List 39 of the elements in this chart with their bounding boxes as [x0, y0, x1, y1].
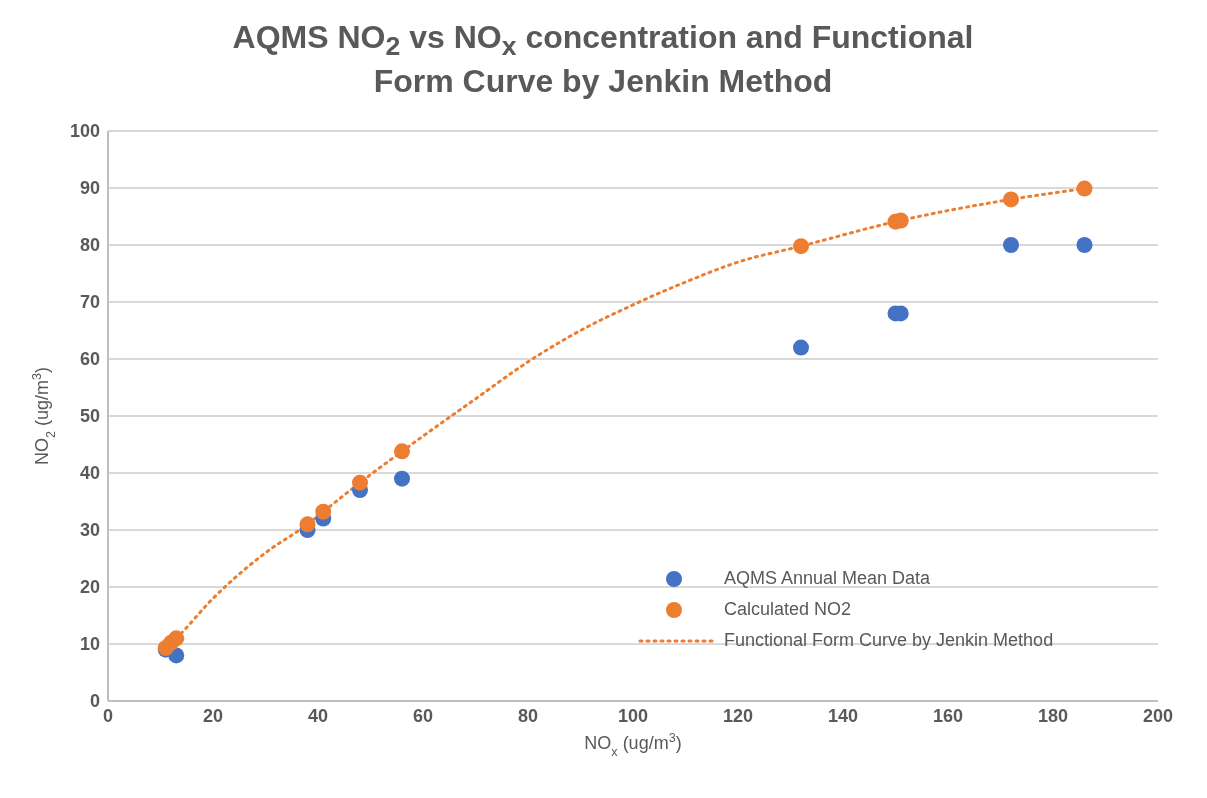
point [1076, 180, 1093, 197]
y-tick-label: 40 [79, 463, 100, 484]
y-tick-label: 30 [79, 520, 100, 541]
x-tick-label: 20 [202, 705, 224, 726]
x-tick-label: 60 [412, 705, 434, 726]
x-tick-label: 100 [617, 705, 649, 726]
y-tick-label: 70 [79, 292, 100, 313]
point [793, 237, 809, 254]
y-tick-label: 0 [89, 691, 100, 712]
point [793, 339, 809, 356]
point [352, 474, 368, 491]
x-tick-label: 200 [1142, 705, 1174, 726]
x-tick-label: 120 [722, 705, 754, 726]
x-axis-title: NO$_{x}$ (ug/m$^{3}$) [584, 730, 682, 759]
y-tick-label: 60 [79, 349, 100, 370]
y-tick-label: 20 [79, 577, 100, 598]
y-tick-label: 100 [69, 121, 100, 142]
point [394, 443, 410, 460]
point [1003, 236, 1019, 253]
y-tick-label: 50 [79, 406, 100, 427]
legend-label: Calculated NO2 [724, 599, 852, 620]
point [1076, 236, 1093, 253]
x-tick-label: 180 [1037, 705, 1069, 726]
y-tick-label: 80 [79, 235, 100, 256]
point [394, 470, 410, 487]
x-tick-label: 140 [827, 705, 859, 726]
point [299, 516, 316, 533]
point [168, 630, 185, 647]
x-tick-label: 80 [517, 705, 539, 726]
chart-title: AQMS NO$_{2}$ vs NO$_{x}$ concentration and Functional Form Curve by Jenkin Method [231, 18, 975, 101]
y-tick-label: 10 [79, 634, 100, 655]
point [1003, 191, 1019, 208]
x-tick-label: 160 [932, 705, 964, 726]
x-tick-label: 0 [102, 705, 114, 726]
legend-label: Functional Form Curve by Jenkin Method [724, 630, 1054, 651]
x-tick-label: 40 [307, 705, 329, 726]
y-tick-label: 90 [79, 178, 100, 199]
point [315, 503, 332, 520]
legend-label: AQMS Annual Mean Data [724, 568, 931, 589]
